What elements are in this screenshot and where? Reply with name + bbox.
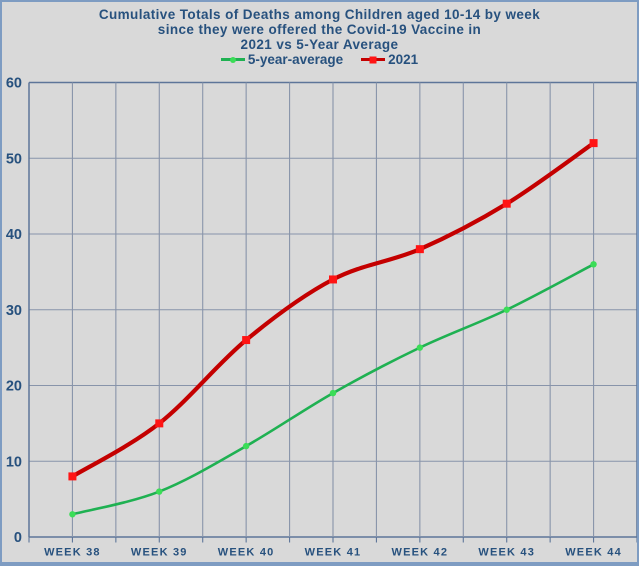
y-axis-label: 0 (14, 530, 22, 546)
x-axis-label: WEEK 44 (565, 547, 622, 559)
y-axis-label: 50 (6, 151, 22, 167)
y-axis-label: 30 (6, 303, 22, 319)
data-point-5-year-average (503, 306, 510, 313)
data-point-2021 (68, 472, 77, 481)
legend-square-marker-icon (369, 56, 377, 63)
data-point-5-year-average (69, 511, 76, 518)
legend-swatch-2021 (361, 55, 386, 64)
y-axis-label: 10 (6, 454, 22, 470)
data-point-5-year-average (242, 442, 250, 450)
data-point-2021 (155, 419, 164, 428)
legend-circle-marker-icon (229, 56, 236, 63)
legend-label-2021: 2021 (388, 52, 419, 67)
data-point-2021 (589, 139, 598, 148)
data-point-5-year-average (156, 488, 163, 495)
x-axis-label: WEEK 38 (44, 547, 101, 559)
title-line-1: Cumulative Totals of Deaths among Childr… (98, 7, 541, 22)
data-point-2021 (242, 336, 251, 345)
legend-item-2021: 2021 (361, 52, 418, 67)
y-axis-label: 40 (6, 227, 22, 243)
x-axis-label: WEEK 41 (305, 547, 362, 559)
data-point-2021 (502, 199, 511, 208)
legend-swatch-5-year-average (220, 55, 245, 64)
x-axis-label: WEEK 42 (392, 547, 449, 559)
title-line-3: 2021 vs 5-Year Average (240, 36, 399, 52)
chart-title: Cumulative Totals of Deaths among Childr… (2, 7, 637, 52)
y-axis-label: 20 (6, 379, 22, 395)
y-axis-label: 60 (6, 76, 22, 92)
data-point-2021 (415, 245, 424, 254)
data-point-5-year-average (590, 261, 597, 268)
legend-label-5-year-average: 5-year-average (247, 52, 344, 67)
x-axis-label: WEEK 43 (478, 547, 535, 559)
title-line-2: since they were offered the Covid-19 Vac… (157, 21, 482, 37)
x-axis-label: WEEK 39 (131, 547, 188, 559)
x-axis-label: WEEK 40 (218, 547, 275, 559)
data-point-2021 (329, 275, 337, 284)
data-point-5-year-average (416, 344, 424, 351)
data-point-5-year-average (329, 389, 337, 397)
legend: 5-year-average 2021 (2, 52, 637, 67)
legend-item-5-year-average: 5-year-average (220, 52, 344, 67)
